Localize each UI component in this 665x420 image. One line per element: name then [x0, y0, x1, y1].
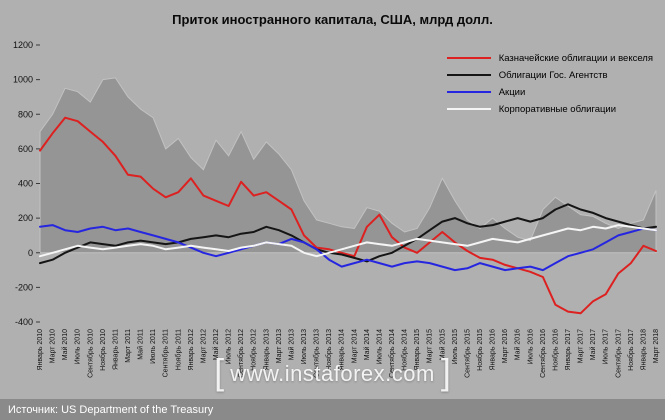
legend-label: Акции: [498, 86, 526, 98]
svg-text:400: 400: [18, 179, 33, 189]
svg-text:Ноябрь 2013: Ноябрь 2013: [325, 329, 333, 371]
legend-line-swatch-agencies: [446, 74, 491, 76]
svg-text:Сентябрь 2015: Сентябрь 2015: [463, 329, 471, 378]
legend-label: Казначейские облигации и векселя: [498, 52, 653, 64]
svg-text:Январь 2014: Январь 2014: [339, 329, 346, 371]
svg-text:Ноябрь 2011: Ноябрь 2011: [174, 329, 182, 370]
svg-text:Сентябрь 2016: Сентябрь 2016: [539, 329, 547, 378]
instaforex-watermark: [ www.instaforex.com ]: [0, 352, 665, 396]
chart-title: Приток иностранного капитала, США, млрд …: [172, 12, 493, 27]
svg-text:Январь 2018: Январь 2018: [640, 329, 647, 371]
svg-text:Май 2014: Май 2014: [363, 329, 371, 360]
svg-text:Январь 2010: Январь 2010: [37, 329, 44, 371]
svg-text:-200: -200: [15, 282, 33, 292]
svg-text:Март 2011: Март 2011: [125, 329, 132, 363]
svg-text:Сентябрь 2014: Сентябрь 2014: [388, 329, 396, 378]
svg-text:Март 2010: Март 2010: [50, 329, 57, 363]
svg-text:Май 2010: Май 2010: [61, 329, 69, 360]
svg-text:Март 2017: Март 2017: [578, 329, 585, 363]
legend-item: Акции: [446, 86, 653, 98]
svg-text:Июль 2014: Июль 2014: [376, 329, 383, 364]
total-area-series: [39, 77, 657, 254]
svg-text:Сентябрь 2011: Сентябрь 2011: [162, 329, 170, 377]
legend-item: Облигации Гос. Агентств: [446, 69, 653, 81]
legend-label: Корпоративные облигации: [498, 103, 617, 115]
watermark-right-bracket: ]: [440, 351, 451, 392]
svg-text:Сентябрь 2017: Сентябрь 2017: [614, 329, 622, 378]
source-bar: Источник: US Department of the Treasury: [0, 399, 665, 420]
svg-text:Май 2012: Май 2012: [212, 329, 220, 360]
svg-text:Июль 2016: Июль 2016: [527, 329, 534, 364]
svg-text:Март 2016: Март 2016: [502, 329, 509, 363]
legend-label: Облигации Гос. Агентств: [498, 69, 608, 81]
svg-text:Май 2015: Май 2015: [438, 329, 446, 360]
svg-text:Июль 2017: Июль 2017: [603, 329, 610, 364]
legend: Казначейские облигации и векселя Облигац…: [446, 52, 653, 121]
svg-text:Май 2011: Май 2011: [137, 329, 145, 360]
svg-text:Март 2015: Март 2015: [427, 329, 434, 363]
svg-text:1200: 1200: [13, 40, 33, 50]
line-series-2: [39, 224, 657, 272]
line-series-3: [39, 224, 657, 258]
svg-text:600: 600: [18, 144, 33, 154]
svg-text:Июль 2012: Июль 2012: [226, 329, 233, 364]
svg-text:Май 2016: Май 2016: [514, 329, 522, 360]
svg-text:Ноябрь 2016: Ноябрь 2016: [551, 329, 559, 371]
svg-text:Март 2018: Март 2018: [653, 329, 660, 363]
legend-line-swatch-corporate: [446, 108, 491, 110]
svg-text:-400: -400: [15, 317, 33, 327]
svg-text:Ноябрь 2015: Ноябрь 2015: [476, 329, 484, 371]
svg-text:Май 2013: Май 2013: [287, 329, 295, 360]
svg-text:Июль 2015: Июль 2015: [452, 329, 459, 364]
line-series-1: [39, 203, 657, 265]
legend-line-swatch-treasuries: [446, 57, 491, 59]
svg-text:Сентябрь 2010: Сентябрь 2010: [86, 329, 94, 378]
svg-text:800: 800: [18, 109, 33, 119]
source-text: Источник: US Department of the Treasury: [8, 403, 214, 416]
svg-text:Июль 2013: Июль 2013: [301, 329, 308, 364]
svg-text:Ноябрь 2012: Ноябрь 2012: [250, 329, 258, 371]
svg-text:Январь 2012: Январь 2012: [188, 329, 195, 371]
svg-text:Январь 2017: Январь 2017: [565, 329, 572, 371]
svg-text:Март 2012: Март 2012: [200, 329, 207, 363]
svg-text:Ноябрь 2010: Ноябрь 2010: [99, 329, 107, 371]
svg-text:200: 200: [18, 213, 33, 223]
legend-line-swatch-stocks: [446, 91, 491, 93]
watermark-text: www.instaforex.com: [230, 361, 435, 386]
watermark-left-bracket: [: [214, 351, 225, 392]
svg-text:Ноябрь 2014: Ноябрь 2014: [401, 329, 409, 371]
svg-text:0: 0: [28, 248, 33, 258]
x-axis-labels: Январь 2010 Март 2010 Май 2010 Июль 2010 Сен…: [37, 329, 660, 378]
svg-text:Январь 2013: Январь 2013: [263, 329, 270, 371]
y-axis-labels: 1200 1000 800 600 400 200 0 -200 -400: [13, 40, 40, 327]
svg-text:Январь 2011: Январь 2011: [112, 329, 119, 370]
svg-text:Март 2013: Март 2013: [276, 329, 283, 363]
line-series-0: [39, 116, 657, 315]
svg-text:Сентябрь 2012: Сентябрь 2012: [237, 329, 245, 378]
svg-text:Январь 2016: Январь 2016: [490, 329, 497, 371]
svg-text:Ноябрь 2017: Ноябрь 2017: [627, 329, 635, 371]
svg-text:Сентябрь 2013: Сентябрь 2013: [313, 329, 321, 378]
svg-text:1000: 1000: [13, 75, 33, 85]
legend-item: Казначейские облигации и векселя: [446, 52, 653, 64]
svg-text:Май 2017: Май 2017: [589, 329, 597, 360]
svg-text:Март 2014: Март 2014: [351, 329, 358, 363]
svg-text:Июль 2010: Июль 2010: [75, 329, 82, 364]
legend-item: Корпоративные облигации: [446, 103, 653, 115]
svg-text:Июль 2011: Июль 2011: [150, 329, 157, 364]
svg-text:Январь 2015: Январь 2015: [414, 329, 421, 371]
